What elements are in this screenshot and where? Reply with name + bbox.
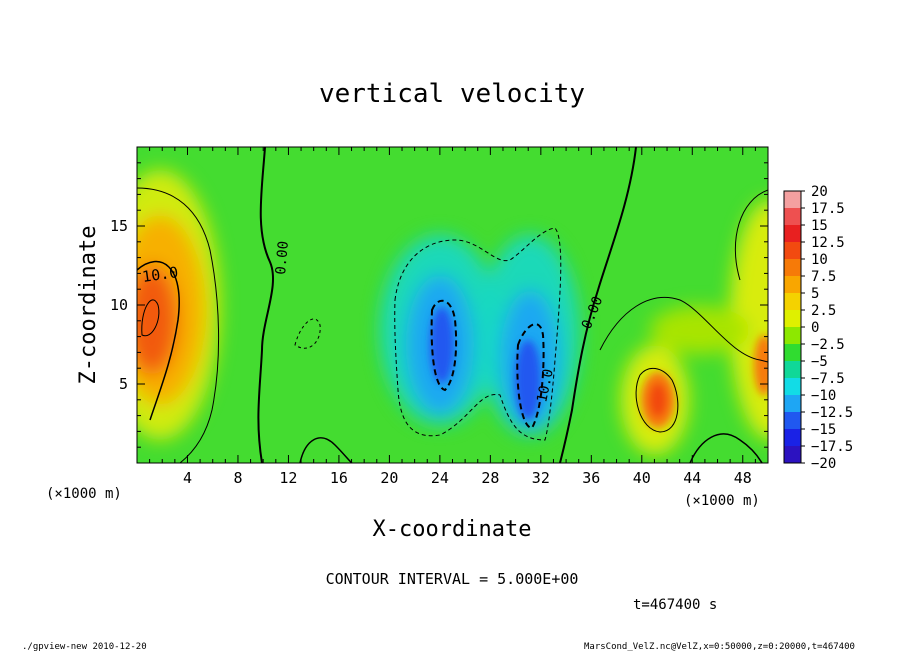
footer-right: MarsCond_VelZ.nc@VelZ,x=0:50000,z=0:2000… xyxy=(584,642,855,652)
colorbar-label: −5 xyxy=(811,354,828,370)
colorbar-label: 7.5 xyxy=(811,269,836,285)
x-unit-left: (×1000 m) xyxy=(46,486,122,502)
updraft-right-ridge xyxy=(650,306,750,354)
x-tick-label: 32 xyxy=(532,469,550,487)
y-axis: 5 10 15 xyxy=(110,162,768,448)
x-tick-label: 24 xyxy=(431,469,449,487)
time-label: t=467400 s xyxy=(633,597,717,613)
x-unit-right: (×1000 m) xyxy=(684,493,760,509)
contour-interval: CONTOUR INTERVAL = 5.000E+00 xyxy=(326,570,579,588)
colorbar: 2017.51512.5107.552.50−2.5−5−7.5−10−12.5… xyxy=(783,184,853,472)
x-tick-label: 48 xyxy=(734,469,752,487)
x-tick-label: 40 xyxy=(633,469,651,487)
x-axis-label: X-coordinate xyxy=(373,517,532,542)
contour-right-edge xyxy=(734,189,768,281)
dashed-envelope xyxy=(394,227,562,441)
y-tick-label: 15 xyxy=(110,217,128,235)
contour-label-2: 0.00 xyxy=(273,240,292,275)
colorbar-label: −20 xyxy=(811,456,836,472)
velocity-field: 10.0 0.00 0.00 10.0 xyxy=(137,147,768,463)
colorbar-label: 17.5 xyxy=(811,201,845,217)
updraft-right-core-inner xyxy=(649,383,667,417)
zero-contour-right xyxy=(559,147,637,463)
colorbar-swatch xyxy=(784,191,801,209)
colorbar-label: 0 xyxy=(811,320,819,336)
updraft-left-core xyxy=(137,265,178,375)
colorbar-label: −12.5 xyxy=(811,405,853,421)
colorbar-swatch xyxy=(784,395,801,413)
colorbar-swatch xyxy=(784,208,801,226)
colorbar-label: −7.5 xyxy=(811,371,845,387)
colorbar-label: −10 xyxy=(811,388,836,404)
downdraft-core-a xyxy=(430,307,454,383)
x-tick-label: 4 xyxy=(183,469,192,487)
colorbar-label: 15 xyxy=(811,218,828,234)
colorbar-label: 20 xyxy=(811,184,828,200)
chart-title: vertical velocity xyxy=(319,79,585,109)
x-tick-label: 44 xyxy=(683,469,701,487)
colorbar-label: 10 xyxy=(811,252,828,268)
colorbar-swatch xyxy=(784,259,801,277)
colorbar-swatch xyxy=(784,276,801,294)
y-tick-label: 10 xyxy=(110,296,128,314)
contour-bottom-right xyxy=(689,433,763,463)
colorbar-swatch xyxy=(784,344,801,362)
contour-bottom-left xyxy=(299,437,353,463)
colorbar-label: −2.5 xyxy=(811,337,845,353)
colorbar-swatch xyxy=(784,378,801,396)
x-tick-label: 8 xyxy=(233,469,242,487)
colorbar-swatch xyxy=(784,361,801,379)
colorbar-swatch xyxy=(784,412,801,430)
y-tick-label: 5 xyxy=(119,375,128,393)
contour-left-15 xyxy=(141,299,160,337)
footer-left: ./gpview-new 2010-12-20 xyxy=(22,642,147,652)
x-tick-label: 12 xyxy=(279,469,297,487)
contour-label-4: 10.0 xyxy=(534,368,557,404)
updraft-edge-core xyxy=(754,335,768,395)
colorbar-label: 12.5 xyxy=(811,235,845,251)
contour-left-10 xyxy=(137,260,180,421)
colorbar-swatch xyxy=(784,429,801,447)
x-tick-label: 36 xyxy=(582,469,600,487)
contour-right-ridge xyxy=(599,296,768,363)
colorbar-swatch xyxy=(784,446,801,464)
zero-contour-left xyxy=(257,147,275,463)
colorbar-swatch xyxy=(784,242,801,260)
dashed-small-left xyxy=(294,318,321,349)
dashed-core-b xyxy=(516,323,545,430)
downdraft-core-b xyxy=(515,340,541,420)
colorbar-swatch xyxy=(784,225,801,243)
x-axis: 4 8 12 16 20 24 28 32 36 40 44 48 xyxy=(149,147,756,487)
contour-label-1: 10.0 xyxy=(141,263,179,286)
colorbar-swatch xyxy=(784,310,801,328)
colorbar-label: −15 xyxy=(811,422,836,438)
x-tick-label: 20 xyxy=(380,469,398,487)
dashed-core-a xyxy=(430,299,458,392)
colorbar-label: 5 xyxy=(811,286,819,302)
colorbar-label: −17.5 xyxy=(811,439,853,455)
colorbar-swatch xyxy=(784,293,801,311)
x-tick-label: 28 xyxy=(481,469,499,487)
colorbar-label: 2.5 xyxy=(811,303,836,319)
contour-right-low xyxy=(635,367,679,433)
contour-left-outer xyxy=(137,187,220,463)
colorbar-swatch xyxy=(784,327,801,345)
x-tick-label: 16 xyxy=(330,469,348,487)
y-axis-label: Z-coordinate xyxy=(76,226,101,385)
